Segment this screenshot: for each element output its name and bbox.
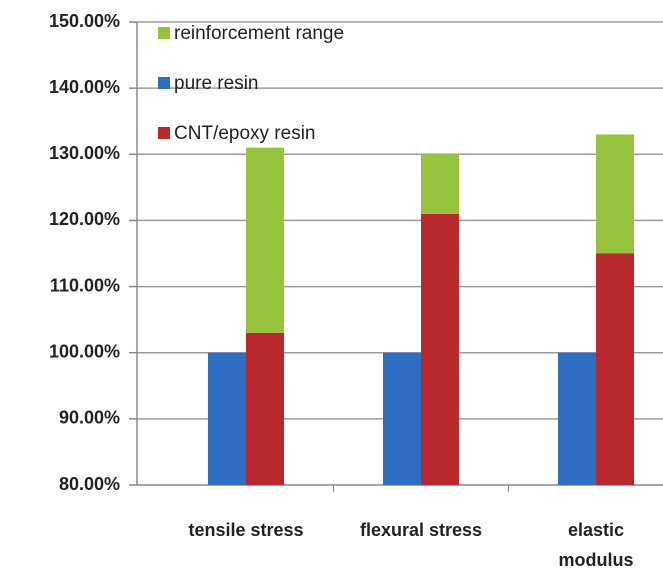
bar-segment bbox=[596, 134, 634, 254]
y-tick-label: 120.00% bbox=[49, 209, 120, 229]
bar bbox=[208, 352, 246, 485]
legend-label: CNT/epoxy resin bbox=[174, 123, 316, 144]
x-tick-label: flexural stress bbox=[359, 520, 483, 540]
legend-swatch bbox=[158, 77, 170, 89]
y-tick-label: 80.00% bbox=[59, 474, 120, 494]
bar bbox=[421, 213, 459, 486]
y-tick-label: 130.00% bbox=[49, 143, 120, 163]
x-tick-label: elastic modulus bbox=[558, 520, 634, 570]
bar-segment bbox=[246, 147, 284, 333]
legend-swatch bbox=[158, 27, 170, 39]
x-tick-label: tensile stress bbox=[188, 520, 304, 540]
y-tick-label: 150.00% bbox=[49, 11, 120, 31]
bar bbox=[383, 352, 421, 485]
legend-swatch bbox=[158, 127, 170, 139]
y-tick-label: 140.00% bbox=[49, 77, 120, 97]
bar-segment bbox=[421, 154, 459, 214]
bar bbox=[596, 253, 634, 485]
legend-label: pure resin bbox=[174, 73, 259, 94]
y-tick-label: 100.00% bbox=[49, 341, 120, 361]
legend-label: reinforcement range bbox=[174, 23, 344, 44]
bar bbox=[558, 352, 596, 485]
y-tick-label: 90.00% bbox=[59, 408, 120, 428]
bar bbox=[246, 332, 284, 485]
y-tick-label: 110.00% bbox=[50, 275, 120, 295]
